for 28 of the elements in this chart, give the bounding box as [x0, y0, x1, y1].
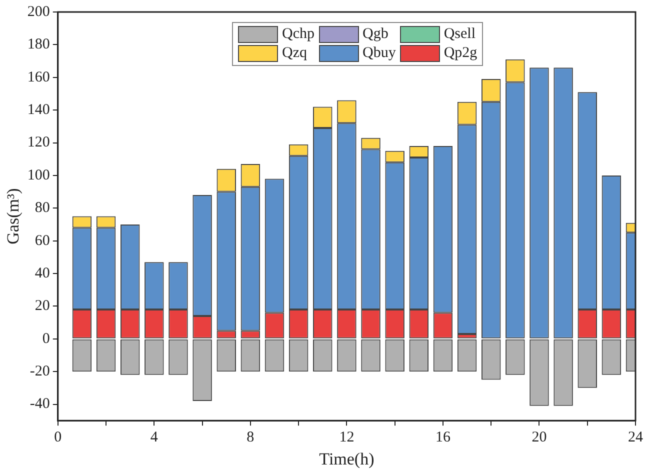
y-tick-label: 0: [42, 330, 50, 347]
y-tick-label: 140: [27, 102, 50, 118]
y-tick-label: 120: [27, 134, 50, 151]
y-tick-label: -40: [30, 396, 50, 412]
legend-label: Qp2g: [444, 45, 478, 62]
y-tick-label: 20: [34, 298, 50, 314]
y-tick-label: 180: [27, 36, 50, 53]
y-tick-label: 160: [27, 69, 50, 86]
x-tick-label: 12: [339, 430, 354, 446]
y-tick-label: 80: [34, 200, 50, 216]
legend-label: Qsell: [444, 26, 476, 43]
x-tick-label: 8: [246, 430, 254, 446]
y-tick-label: -20: [30, 364, 50, 380]
x-axis-title: Time(h): [319, 449, 374, 468]
y-tick-label: 100: [27, 167, 50, 184]
y-tick-label: 200: [27, 4, 50, 20]
legend-label: Qchp: [282, 26, 314, 43]
x-tick-label: 24: [628, 430, 644, 446]
legend-label: Qzq: [282, 45, 307, 62]
x-tick-label: 4: [150, 430, 158, 446]
y-tick-label: 40: [34, 265, 50, 282]
x-tick-label: 16: [435, 430, 451, 446]
legend-label: Qbuy: [362, 45, 396, 62]
legend-label: Qgb: [362, 26, 388, 43]
y-axis-title: Gas(m³): [4, 188, 23, 244]
x-tick-label: 20: [532, 430, 547, 446]
y-tick-label: 60: [34, 232, 50, 249]
x-tick-label: 0: [54, 430, 62, 446]
